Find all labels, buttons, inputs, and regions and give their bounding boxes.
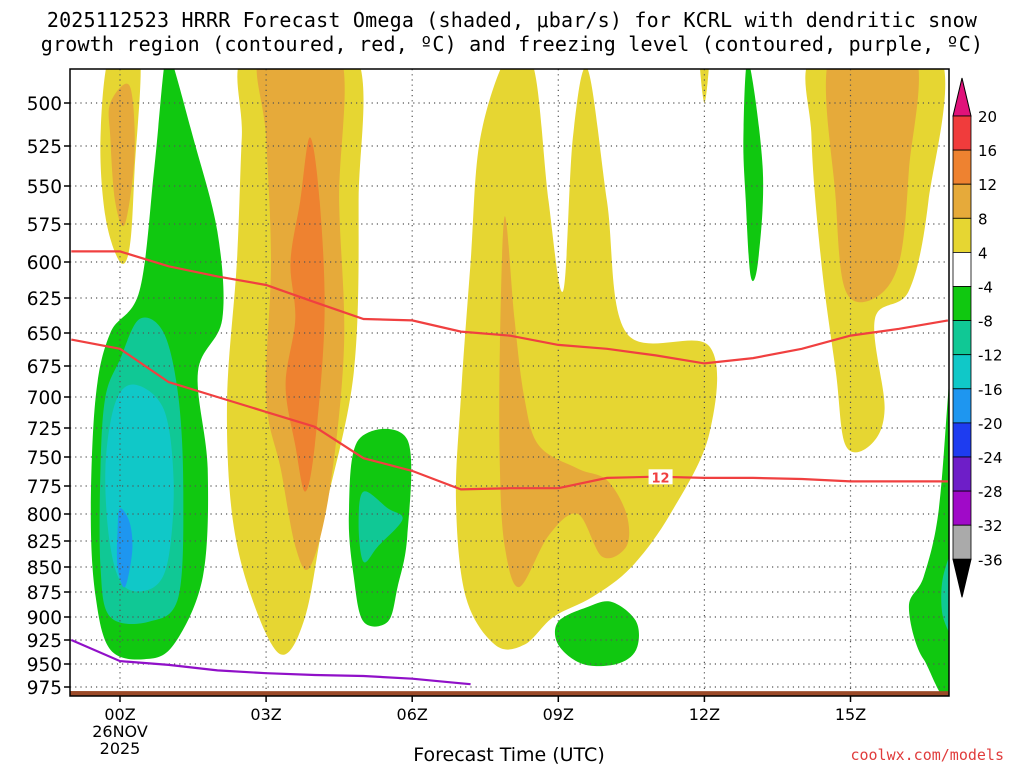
plot-frame — [69, 68, 950, 697]
chart-title: 2025112523 HRRR Forecast Omega (shaded, … — [0, 8, 1024, 56]
x-tick-label: 06Z — [397, 705, 428, 724]
y-tick-label: 650 — [27, 324, 62, 345]
y-tick-label: 775 — [27, 477, 62, 498]
colorbar-bottom-arrow — [952, 558, 972, 598]
y-tick-label: 675 — [27, 357, 62, 378]
colorbar: 20 16 12 8 4 -4 -8 -12 -16 -20 -24 -28 -32 -36 — [952, 77, 1003, 598]
colorbar-band — [952, 286, 972, 321]
y-tick-label: 825 — [27, 532, 62, 553]
omega-shading — [90, 69, 949, 696]
omega-neg8-neg12-area — [941, 557, 949, 632]
title-line-2: growth region (contoured, red, ºC) and f… — [40, 32, 984, 56]
omega-neg12-neg16-area — [105, 384, 174, 592]
colorbar-band — [952, 320, 972, 356]
colorbar-label: 8 — [978, 210, 988, 228]
y-tick-label: 850 — [27, 558, 62, 579]
colorbar-label: -24 — [978, 449, 1003, 467]
colorbar-band — [952, 456, 972, 492]
colorbar-label: 16 — [978, 142, 997, 160]
y-tick-label: 925 — [27, 631, 62, 652]
omega-12-16-area — [285, 137, 325, 492]
colorbar-label: -8 — [978, 313, 993, 331]
colorbar-band — [952, 217, 972, 253]
omega-neg16-neg20-area — [116, 508, 133, 588]
y-tick-label: 550 — [27, 177, 62, 198]
colorbar-label: -36 — [978, 551, 1003, 569]
x-tick-label: 03Z — [250, 705, 281, 724]
omega-neg4-neg8-area — [743, 69, 764, 281]
colorbar-label: -28 — [978, 483, 1003, 501]
dgz-lower-isotherm — [71, 338, 948, 491]
y-tick-label: 575 — [27, 215, 62, 236]
colorbar-label: 12 — [978, 176, 997, 194]
colorbar-label: -12 — [978, 347, 1003, 365]
grid-lines — [70, 69, 949, 696]
y-tick-label: 750 — [27, 448, 62, 469]
omega-8-12-area — [108, 83, 135, 227]
x-axis-label: Forecast Time (UTC) — [413, 744, 605, 766]
colorbar-band — [952, 422, 972, 458]
y-tick-label: 500 — [27, 94, 62, 115]
colorbar-label: 4 — [978, 244, 988, 262]
y-tick-label: 600 — [27, 253, 62, 274]
colorbar-band — [952, 251, 972, 287]
colorbar-band — [952, 149, 972, 185]
contour-label-12: 12 — [652, 471, 670, 486]
colorbar-band — [952, 354, 972, 390]
colorbar-label: 20 — [978, 108, 997, 126]
y-tick-label: 950 — [27, 655, 62, 676]
colorbar-label: -4 — [978, 279, 993, 297]
colorbar-label: -16 — [978, 381, 1003, 399]
y-tick-label: 875 — [27, 583, 62, 604]
omega-neg4-neg8-area — [554, 601, 639, 667]
x-tick-date: 26NOV — [92, 722, 148, 741]
colorbar-band — [952, 490, 972, 526]
colorbar-top-arrow — [952, 77, 972, 117]
y-axis: 500 525 550 575 600 625 650 675 700 725 750 775 800 8… — [27, 94, 70, 699]
colorbar-label: -20 — [978, 415, 1003, 433]
contour-label-background — [648, 469, 673, 485]
x-tick-label: 00Z — [104, 705, 135, 724]
y-tick-label: 900 — [27, 608, 62, 629]
x-tick-label: 12Z — [689, 705, 720, 724]
y-tick-label: 975 — [27, 678, 62, 699]
x-tick-label: 15Z — [835, 705, 866, 724]
freezing-level-line — [70, 638, 471, 686]
omega-4-8-area — [700, 69, 709, 103]
title-line-1: 2025112523 HRRR Forecast Omega (shaded, … — [46, 8, 978, 32]
y-tick-label: 700 — [27, 388, 62, 409]
y-tick-label: 725 — [27, 419, 62, 440]
y-tick-label: 525 — [27, 137, 62, 158]
terrain-profile — [70, 691, 949, 696]
colorbar-band — [952, 115, 972, 151]
omega-8-12-area — [825, 69, 919, 303]
colorbar-label: -32 — [978, 517, 1003, 535]
credit-text: coolwx.com/models — [850, 746, 1004, 764]
x-tick-label: 09Z — [543, 705, 574, 724]
dgz-upper-isotherm — [71, 250, 949, 365]
y-tick-label: 800 — [27, 505, 62, 526]
colorbar-band — [952, 183, 972, 219]
x-tick-year: 2025 — [100, 739, 141, 758]
omega-8-12-area — [499, 216, 630, 588]
omega-neg8-neg12-area — [358, 491, 403, 563]
colorbar-band — [952, 524, 972, 560]
y-tick-label: 625 — [27, 289, 62, 310]
contour-lines: 12 — [70, 250, 949, 696]
colorbar-band — [952, 388, 972, 424]
